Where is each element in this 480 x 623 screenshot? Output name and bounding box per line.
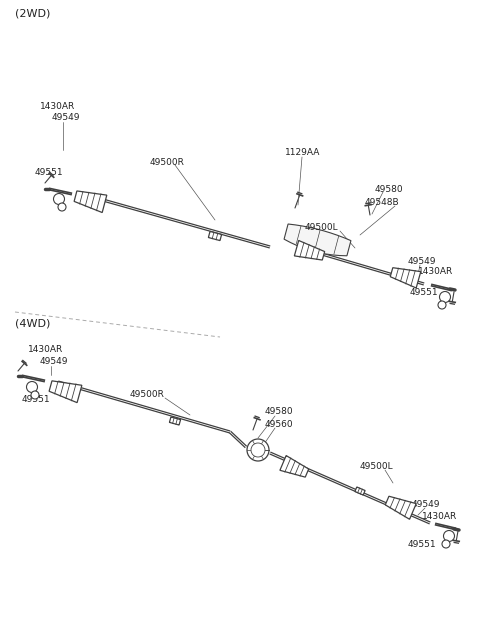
Ellipse shape: [251, 443, 265, 457]
Text: 1430AR: 1430AR: [28, 345, 63, 354]
Text: 49551: 49551: [410, 288, 439, 297]
Ellipse shape: [26, 381, 37, 392]
Text: 49551: 49551: [35, 168, 64, 177]
Text: 49500L: 49500L: [360, 462, 394, 471]
Text: 1430AR: 1430AR: [418, 267, 453, 276]
Text: 49500L: 49500L: [305, 223, 338, 232]
Ellipse shape: [247, 439, 269, 461]
Text: 49580: 49580: [265, 407, 294, 416]
Text: 49580: 49580: [375, 185, 404, 194]
Polygon shape: [74, 191, 107, 212]
Polygon shape: [280, 455, 309, 477]
Polygon shape: [49, 381, 82, 402]
Ellipse shape: [442, 540, 450, 548]
Ellipse shape: [438, 301, 446, 309]
Text: 49549: 49549: [40, 357, 69, 366]
Text: 49551: 49551: [408, 540, 437, 549]
Ellipse shape: [53, 194, 64, 204]
Text: 49500R: 49500R: [130, 390, 165, 399]
Ellipse shape: [444, 531, 455, 541]
Polygon shape: [208, 231, 222, 240]
Text: 1430AR: 1430AR: [422, 512, 457, 521]
Polygon shape: [294, 240, 324, 260]
Text: 49549: 49549: [412, 500, 441, 509]
Polygon shape: [284, 224, 351, 256]
Polygon shape: [169, 417, 180, 425]
Text: 1129AA: 1129AA: [285, 148, 320, 157]
Text: 49548B: 49548B: [365, 198, 400, 207]
Text: 49549: 49549: [408, 257, 436, 266]
Text: 1430AR: 1430AR: [40, 102, 75, 111]
Polygon shape: [390, 268, 421, 288]
Text: 49500R: 49500R: [150, 158, 185, 167]
Text: (2WD): (2WD): [15, 8, 50, 18]
Polygon shape: [355, 487, 365, 495]
Text: (4WD): (4WD): [15, 318, 50, 328]
Text: 49560: 49560: [265, 420, 294, 429]
Ellipse shape: [440, 292, 451, 303]
Text: 49549: 49549: [52, 113, 81, 122]
Text: 49551: 49551: [22, 395, 50, 404]
Ellipse shape: [58, 203, 66, 211]
Polygon shape: [385, 497, 416, 520]
Ellipse shape: [31, 391, 39, 399]
